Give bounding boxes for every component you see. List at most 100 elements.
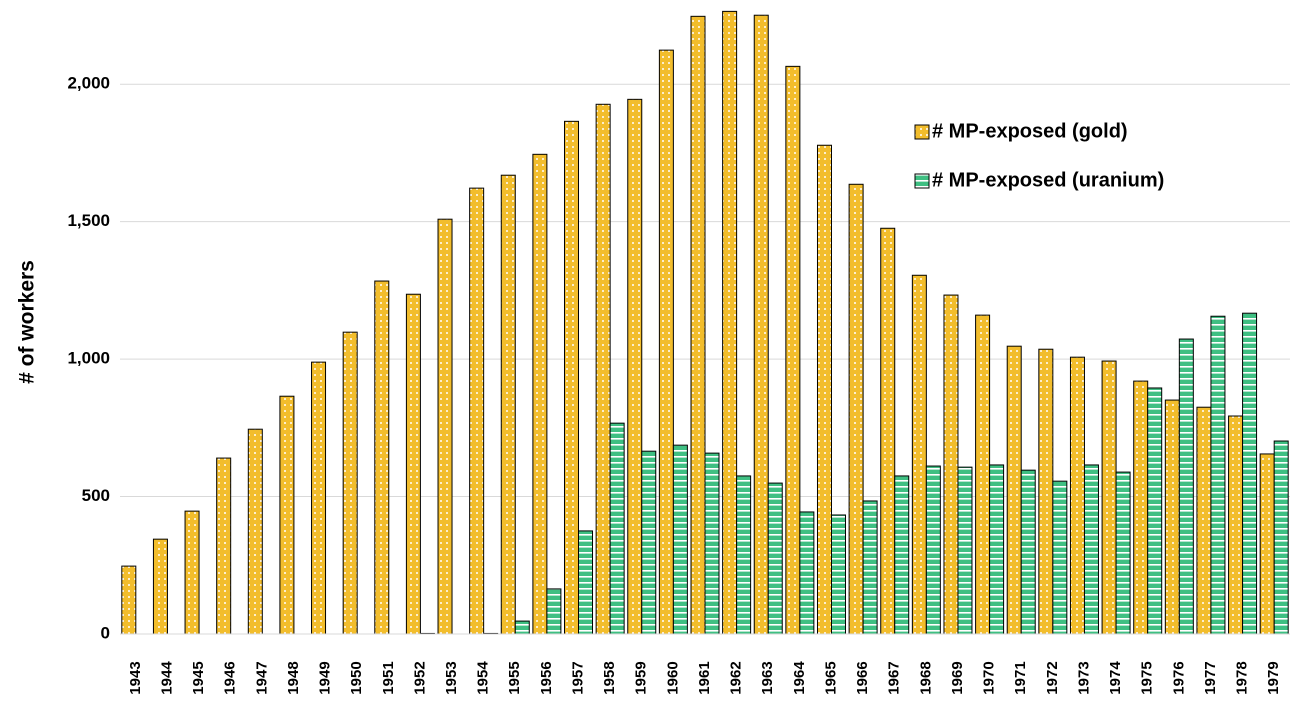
- legend-box: [905, 108, 1250, 206]
- bar: [1069, 356, 1085, 635]
- bar: [216, 457, 232, 635]
- bar: [690, 15, 706, 635]
- x-tick-label: 1954: [475, 661, 492, 695]
- x-tick-label: 1976: [1170, 661, 1187, 694]
- bar: [658, 49, 674, 635]
- y-tick-label: 1,500: [67, 211, 110, 230]
- x-tick-label: 1943: [127, 661, 144, 694]
- bar: [405, 293, 421, 635]
- x-tick-label: 1963: [759, 661, 776, 694]
- x-tick-label: 1951: [380, 661, 397, 694]
- bar: [1228, 415, 1244, 635]
- x-tick-label: 1950: [348, 661, 365, 694]
- bar: [1210, 315, 1226, 635]
- y-axis-label: # of workers: [16, 260, 39, 384]
- x-tick-label: 1960: [664, 661, 681, 694]
- bar: [1196, 406, 1212, 635]
- bar: [1273, 440, 1289, 635]
- bar: [342, 331, 358, 635]
- bar: [785, 65, 801, 635]
- x-tick-label: 1969: [949, 661, 966, 694]
- x-tick-label: 1974: [1107, 661, 1124, 695]
- bar: [121, 565, 137, 635]
- legend-swatch: [914, 124, 930, 140]
- x-tick-label: 1947: [253, 661, 270, 694]
- x-tick-label: 1956: [538, 661, 555, 694]
- x-tick-label: 1966: [854, 661, 871, 694]
- x-tick-label: 1959: [633, 661, 650, 694]
- bar: [830, 514, 846, 635]
- x-tick-label: 1952: [411, 661, 428, 694]
- bar: [627, 98, 643, 635]
- bar: [1101, 360, 1117, 635]
- bar: [437, 218, 453, 635]
- x-tick-label: 1967: [886, 661, 903, 694]
- x-tick-label: 1964: [791, 661, 808, 695]
- x-tick-label: 1957: [569, 661, 586, 694]
- x-tick-label: 1973: [1075, 661, 1092, 694]
- bar: [311, 361, 327, 635]
- x-tick-label: 1958: [601, 661, 618, 694]
- bar: [848, 183, 864, 635]
- x-tick-label: 1944: [158, 661, 175, 695]
- x-tick-label: 1965: [822, 661, 839, 694]
- bar: [1052, 480, 1068, 635]
- x-tick-label: 1978: [1234, 661, 1251, 694]
- x-tick-label: 1949: [317, 661, 334, 694]
- bar: [799, 511, 815, 635]
- bar: [911, 274, 927, 635]
- bar: [1242, 312, 1258, 635]
- x-tick-label: 1970: [981, 661, 998, 694]
- bar: [564, 120, 580, 635]
- bar: [532, 153, 548, 635]
- bar: [989, 464, 1005, 635]
- x-tick-label: 1972: [1044, 661, 1061, 694]
- y-tick-label: 500: [82, 486, 110, 505]
- x-tick-label: 1945: [190, 661, 207, 694]
- legend-label: # MP-exposed (uranium): [932, 169, 1164, 191]
- x-tick-label: 1946: [222, 661, 239, 694]
- bar: [1259, 453, 1275, 635]
- bar: [767, 482, 783, 635]
- bar: [1164, 399, 1180, 635]
- bar: [578, 530, 594, 635]
- y-tick-label: 1,000: [67, 349, 110, 368]
- x-tick-label: 1975: [1139, 661, 1156, 694]
- bar: [704, 452, 720, 635]
- x-tick-label: 1977: [1202, 661, 1219, 694]
- bar: [374, 280, 390, 635]
- bar: [595, 103, 611, 635]
- bar: [1178, 338, 1194, 635]
- bar: [943, 294, 959, 635]
- bar: [1020, 469, 1036, 635]
- bar: [816, 144, 832, 635]
- bar: [641, 450, 657, 635]
- bar: [514, 620, 530, 635]
- bar: [1006, 345, 1022, 635]
- bar: [975, 314, 991, 635]
- legend-swatch: [914, 173, 930, 189]
- bar: [672, 444, 688, 635]
- bar: [1115, 471, 1131, 635]
- x-tick-label: 1948: [285, 661, 302, 694]
- bar: [925, 465, 941, 635]
- bar: [1133, 380, 1149, 635]
- bar: [894, 475, 910, 635]
- bar: [1147, 387, 1163, 635]
- bar: [1038, 348, 1054, 635]
- x-tick-label: 1971: [1012, 661, 1029, 694]
- bar: [546, 588, 562, 635]
- bar: [957, 466, 973, 635]
- bar: [184, 510, 200, 635]
- bar: [279, 395, 295, 635]
- bar: [862, 500, 878, 635]
- bar: [1083, 464, 1099, 635]
- x-tick-label: 1968: [917, 661, 934, 694]
- x-tick-label: 1961: [696, 661, 713, 694]
- bar: [736, 475, 752, 635]
- bar: [500, 174, 516, 635]
- bar: [609, 422, 625, 635]
- legend-label: # MP-exposed (gold): [932, 120, 1128, 142]
- y-tick-label: 2,000: [67, 74, 110, 93]
